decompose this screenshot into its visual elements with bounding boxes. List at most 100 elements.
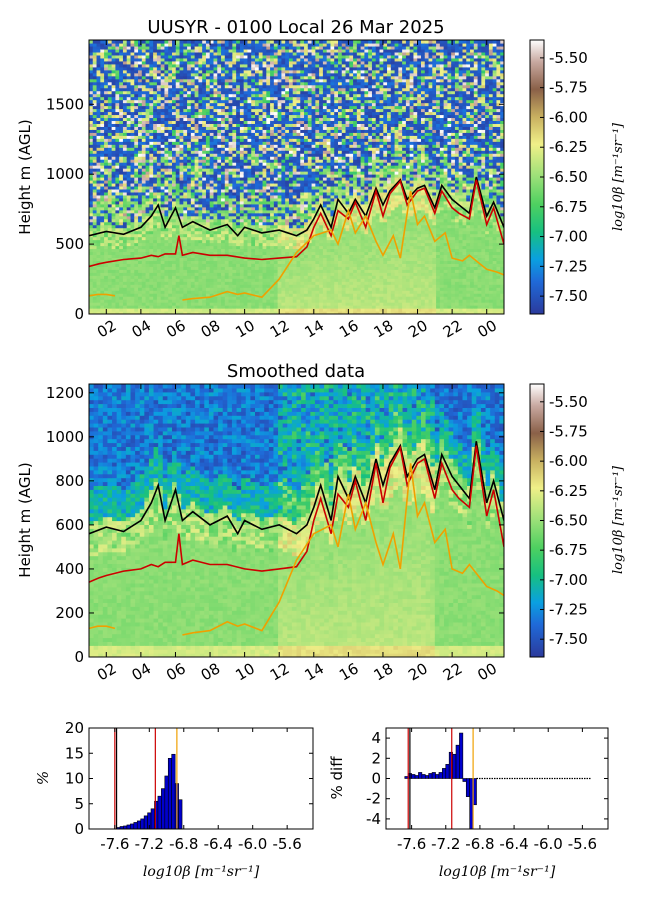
heatmap-cell: [266, 144, 271, 148]
heatmap-cell: [100, 236, 105, 241]
heatmap-cell: [172, 150, 177, 154]
heatmap-cell: [224, 45, 230, 50]
heatmap-cell: [100, 105, 105, 110]
heatmap-cell: [130, 278, 135, 282]
heatmap-cell: [172, 45, 177, 50]
heatmap-cell: [119, 72, 124, 77]
heatmap-cell: [96, 144, 101, 148]
heatmap-cell: [126, 221, 132, 226]
heatmap-cell: [277, 311, 283, 314]
heatmap-cell: [255, 42, 260, 47]
heatmap-cell: [89, 165, 94, 169]
heatmap-cell: [243, 72, 249, 77]
heatmap-cell: [213, 308, 218, 312]
heatmap-cell: [202, 171, 207, 175]
heatmap-cell: [130, 275, 135, 279]
heatmap-cell: [266, 308, 271, 312]
heatmap-cell: [104, 224, 109, 229]
heatmap-cell: [217, 111, 222, 116]
heatmap-cell: [156, 278, 162, 282]
heatmap-cell: [160, 248, 166, 253]
heatmap-cell: [194, 174, 200, 178]
heatmap-cell: [247, 200, 252, 205]
heatmap-cell: [209, 290, 215, 294]
heatmap-cell: [138, 45, 143, 50]
heatmap-cell: [228, 147, 233, 151]
heatmap-cell: [213, 284, 218, 288]
heatmap-cell: [126, 209, 132, 214]
heatmap-cell: [236, 108, 241, 113]
heatmap-cell: [138, 308, 143, 312]
heatmap-cell: [115, 191, 120, 196]
heatmap-cell: [194, 78, 200, 83]
heatmap-cell: [100, 81, 105, 86]
heatmap-cell: [198, 42, 203, 47]
heatmap-cell: [138, 81, 143, 86]
heatmap-cell: [100, 150, 105, 154]
heatmap-cell: [239, 174, 245, 178]
heatmap-cell: [255, 188, 260, 193]
heatmap-cell: [138, 290, 143, 294]
heatmap-cell: [160, 60, 166, 65]
heatmap-cell: [224, 260, 230, 264]
heatmap-cell: [209, 126, 215, 130]
heatmap-cell: [194, 272, 200, 276]
heatmap-cell: [217, 218, 222, 223]
heatmap-cell: [281, 81, 286, 86]
heatmap-cell: [104, 236, 109, 241]
heatmap-cell: [251, 93, 256, 98]
heatmap-cell: [243, 60, 249, 65]
heatmap-cell: [266, 156, 271, 160]
heatmap-cell: [236, 138, 241, 142]
heatmap-cell: [89, 212, 94, 217]
heatmap-cell: [221, 203, 226, 208]
heatmap-cell: [183, 144, 188, 148]
heatmap-cell: [183, 153, 188, 157]
heatmap-cell: [179, 236, 184, 241]
heatmap-cell: [104, 132, 109, 136]
heatmap-cell: [141, 308, 147, 312]
heatmap-cell: [232, 185, 237, 190]
heatmap-cell: [179, 87, 184, 92]
heatmap-cell: [228, 242, 233, 247]
heatmap-cell: [255, 66, 260, 71]
heatmap-cell: [209, 120, 215, 124]
heatmap-cell: [156, 269, 162, 273]
heatmap-cell: [172, 254, 177, 259]
heatmap-cell: [251, 60, 256, 65]
heatmap-cell: [205, 66, 211, 71]
heatmap-cell: [153, 138, 158, 142]
heatmap-cell: [239, 60, 245, 65]
heatmap-cell: [126, 188, 132, 193]
heatmap-cell: [190, 197, 196, 202]
heatmap-cell: [138, 257, 143, 261]
heatmap-cell: [119, 45, 124, 50]
heatmap-cell: [190, 45, 196, 50]
heatmap-cell: [104, 275, 109, 279]
heatmap-cell: [205, 191, 211, 196]
heatmap-cell: [145, 197, 150, 202]
heatmap-cell: [217, 227, 222, 232]
heatmap-cell: [153, 215, 158, 220]
heatmap-cell: [243, 218, 249, 223]
heatmap-cell: [100, 57, 105, 62]
heatmap-cell: [266, 185, 271, 190]
heatmap-cell: [273, 99, 279, 104]
heatmap-cell: [281, 75, 286, 80]
heatmap-cell: [130, 191, 135, 196]
heatmap-cell: [160, 266, 166, 270]
heatmap-cell: [273, 96, 279, 101]
heatmap-cell: [262, 60, 267, 65]
heatmap-cell: [153, 141, 158, 145]
heatmap-cell: [119, 269, 124, 273]
heatmap-cell: [243, 239, 249, 244]
heatmap-cell: [251, 135, 256, 139]
heatmap-cell: [194, 156, 200, 160]
heatmap-cell: [145, 185, 150, 190]
heatmap-cell: [187, 69, 192, 74]
heatmap-cell: [107, 120, 113, 124]
heatmap-cell: [138, 48, 143, 53]
heatmap-cell: [255, 260, 260, 264]
heatmap-cell: [153, 48, 158, 53]
heatmap-cell: [160, 165, 166, 169]
